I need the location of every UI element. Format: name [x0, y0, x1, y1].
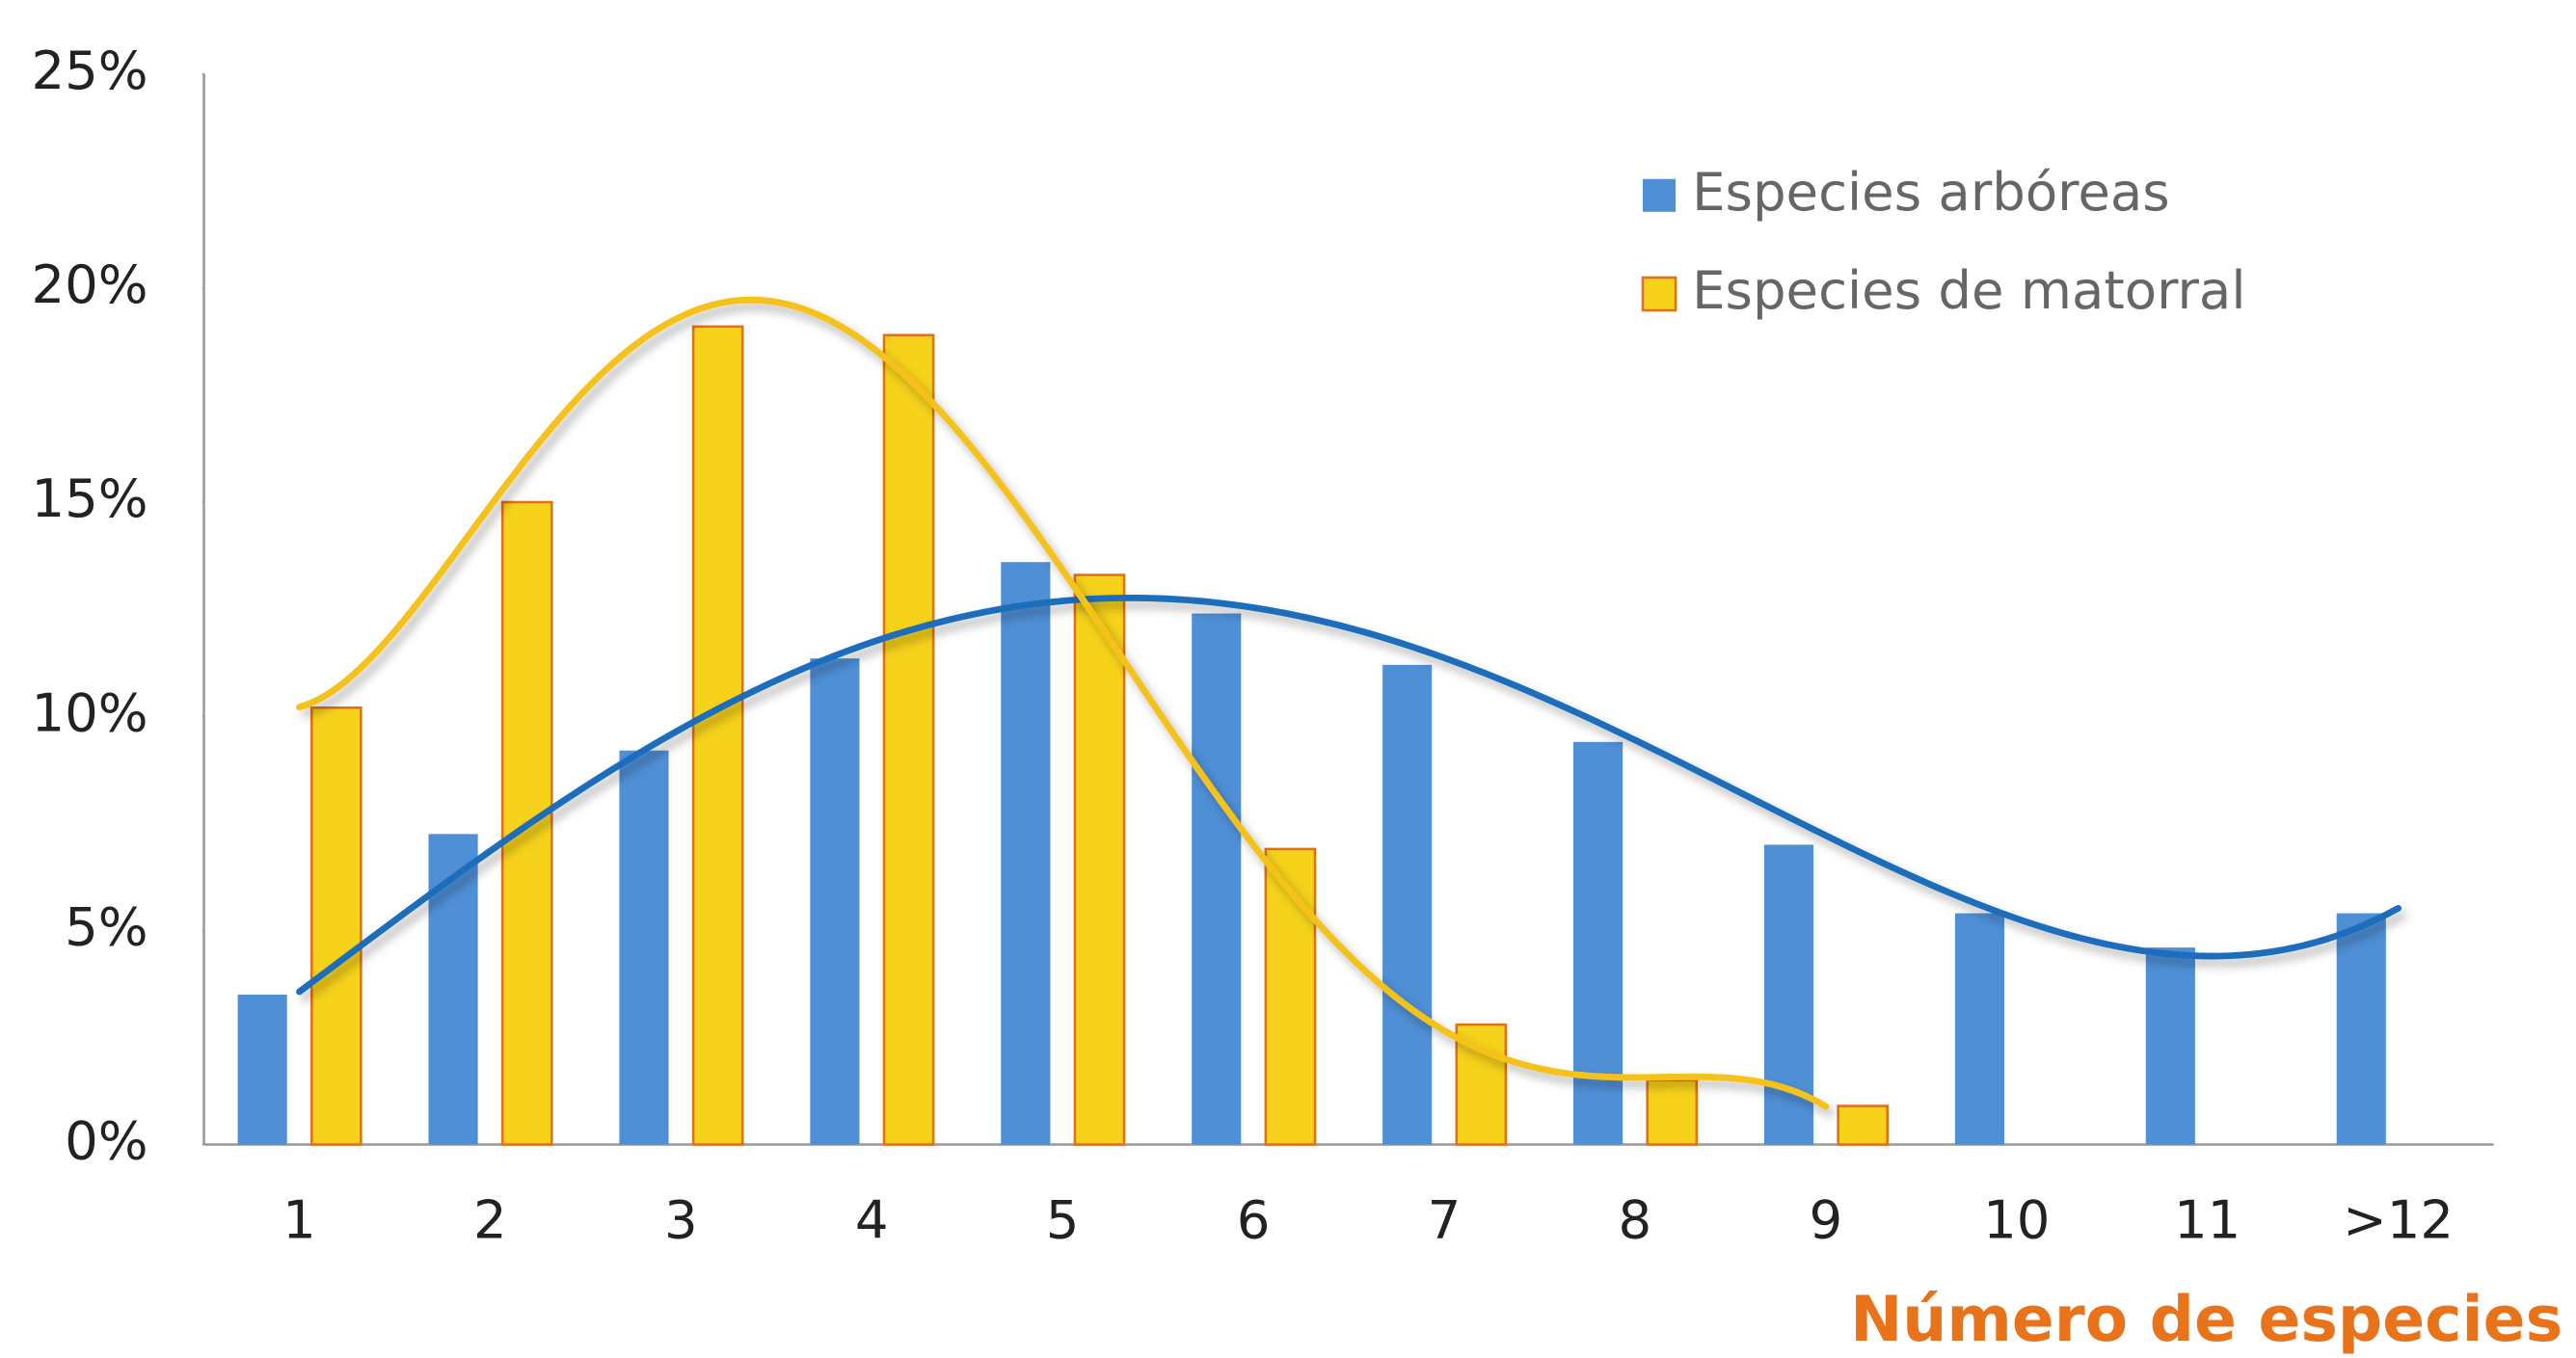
- bar: [691, 325, 744, 1146]
- x-tick-label: 10: [1983, 1188, 2050, 1250]
- bar: [1573, 741, 1623, 1145]
- y-tick-label: 10%: [31, 681, 148, 743]
- x-tick-label: 4: [855, 1188, 889, 1250]
- x-tick-label: 1: [282, 1188, 316, 1250]
- bar: [1646, 1078, 1699, 1146]
- x-tick-label: 8: [1619, 1188, 1652, 1250]
- bar: [1073, 573, 1126, 1146]
- bar: [309, 706, 362, 1146]
- x-tick-label: 6: [1237, 1188, 1271, 1250]
- bar: [1382, 664, 1433, 1145]
- bar: [2336, 913, 2386, 1145]
- x-tick-label: >12: [2343, 1188, 2454, 1250]
- x-tick-label: 11: [2174, 1188, 2241, 1250]
- bar: [1954, 913, 2004, 1145]
- bar: [1837, 1105, 1890, 1146]
- bar: [619, 750, 669, 1145]
- legend-label: Especies arbóreas: [1692, 161, 2170, 223]
- bar: [882, 333, 935, 1146]
- y-tick-label: 5%: [65, 895, 148, 957]
- bar: [810, 658, 860, 1145]
- x-tick-label: 7: [1428, 1188, 1462, 1250]
- trend-line: [296, 594, 2402, 996]
- bar: [1264, 847, 1317, 1146]
- x-tick-label: 2: [473, 1188, 507, 1250]
- x-tick-label: 5: [1046, 1188, 1080, 1250]
- y-tick-label: 20%: [31, 253, 148, 315]
- y-tick-label: 0%: [65, 1110, 148, 1172]
- x-axis-title: Número de especies: [1850, 1284, 2563, 1356]
- trend-line: [296, 296, 1830, 1110]
- x-tick-label: 9: [1809, 1188, 1842, 1250]
- legend-label: Especies de matorral: [1692, 259, 2245, 321]
- bar: [237, 994, 287, 1145]
- y-tick-label: 15%: [31, 467, 148, 529]
- legend-swatch: [1643, 178, 1677, 212]
- bar: [1001, 562, 1051, 1145]
- legend-swatch: [1641, 276, 1677, 312]
- bar: [1192, 613, 1242, 1145]
- x-tick-label: 3: [664, 1188, 698, 1250]
- y-tick-label: 25%: [31, 40, 148, 101]
- bar: [2145, 947, 2195, 1145]
